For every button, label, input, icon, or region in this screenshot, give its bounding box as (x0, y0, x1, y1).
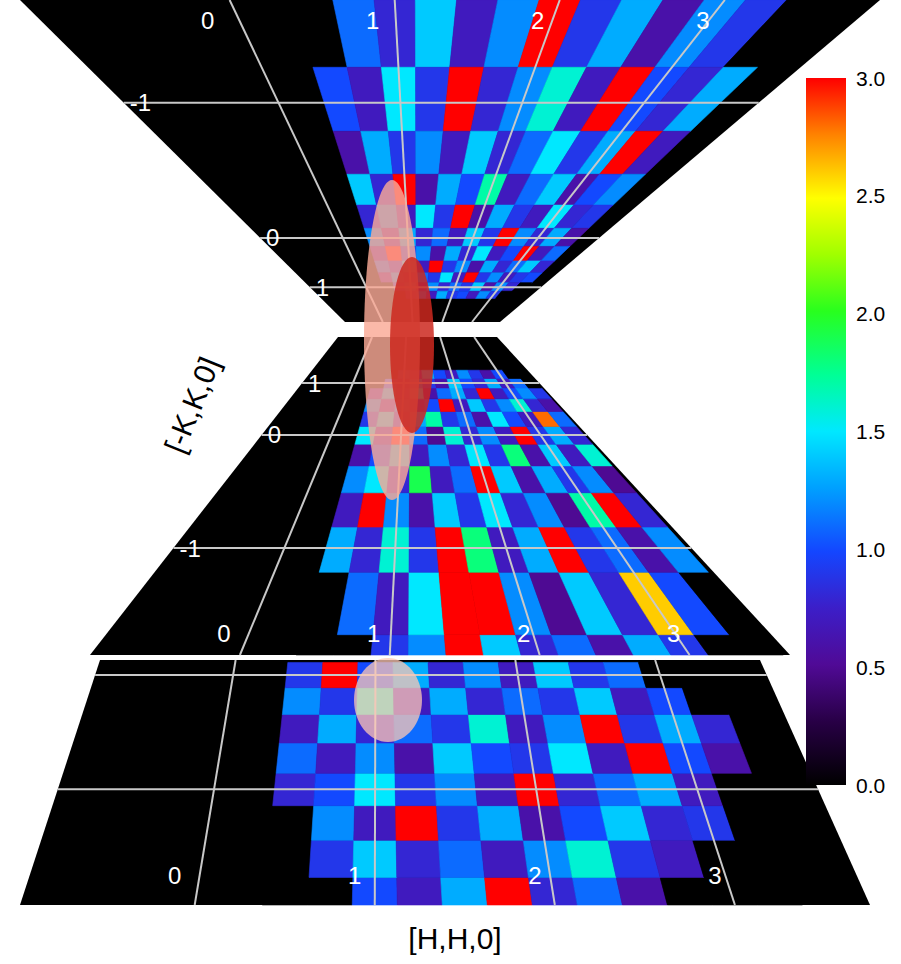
svg-text:3.0: 3.0 (856, 67, 885, 90)
svg-text:1.5: 1.5 (856, 420, 885, 443)
svg-text:2.5: 2.5 (856, 184, 885, 207)
svg-text:0: 0 (266, 224, 279, 251)
svg-text:1: 1 (367, 620, 380, 647)
svg-text:2: 2 (528, 862, 541, 889)
svg-text:1: 1 (308, 370, 321, 397)
svg-text:3: 3 (708, 862, 721, 889)
svg-text:0: 0 (268, 421, 281, 448)
svg-text:1.0: 1.0 (856, 538, 885, 561)
svg-text:3: 3 (667, 620, 680, 647)
svg-text:-1: -1 (179, 535, 200, 562)
svg-text:0: 0 (201, 7, 214, 34)
svg-text:0.0: 0.0 (856, 774, 885, 797)
svg-text:1: 1 (366, 7, 379, 34)
svg-text:[-K,K,0]: [-K,K,0] (158, 352, 226, 457)
svg-text:0.5: 0.5 (856, 656, 885, 679)
svg-text:-1: -1 (130, 89, 151, 116)
svg-text:[H,H,0]: [H,H,0] (408, 922, 501, 955)
svg-text:1: 1 (316, 274, 329, 301)
svg-text:1: 1 (348, 862, 361, 889)
svg-text:3: 3 (696, 7, 709, 34)
svg-text:0: 0 (217, 620, 230, 647)
svg-text:2: 2 (531, 7, 544, 34)
svg-text:0: 0 (168, 862, 181, 889)
svg-text:2.0: 2.0 (856, 302, 885, 325)
svg-text:2: 2 (517, 620, 530, 647)
